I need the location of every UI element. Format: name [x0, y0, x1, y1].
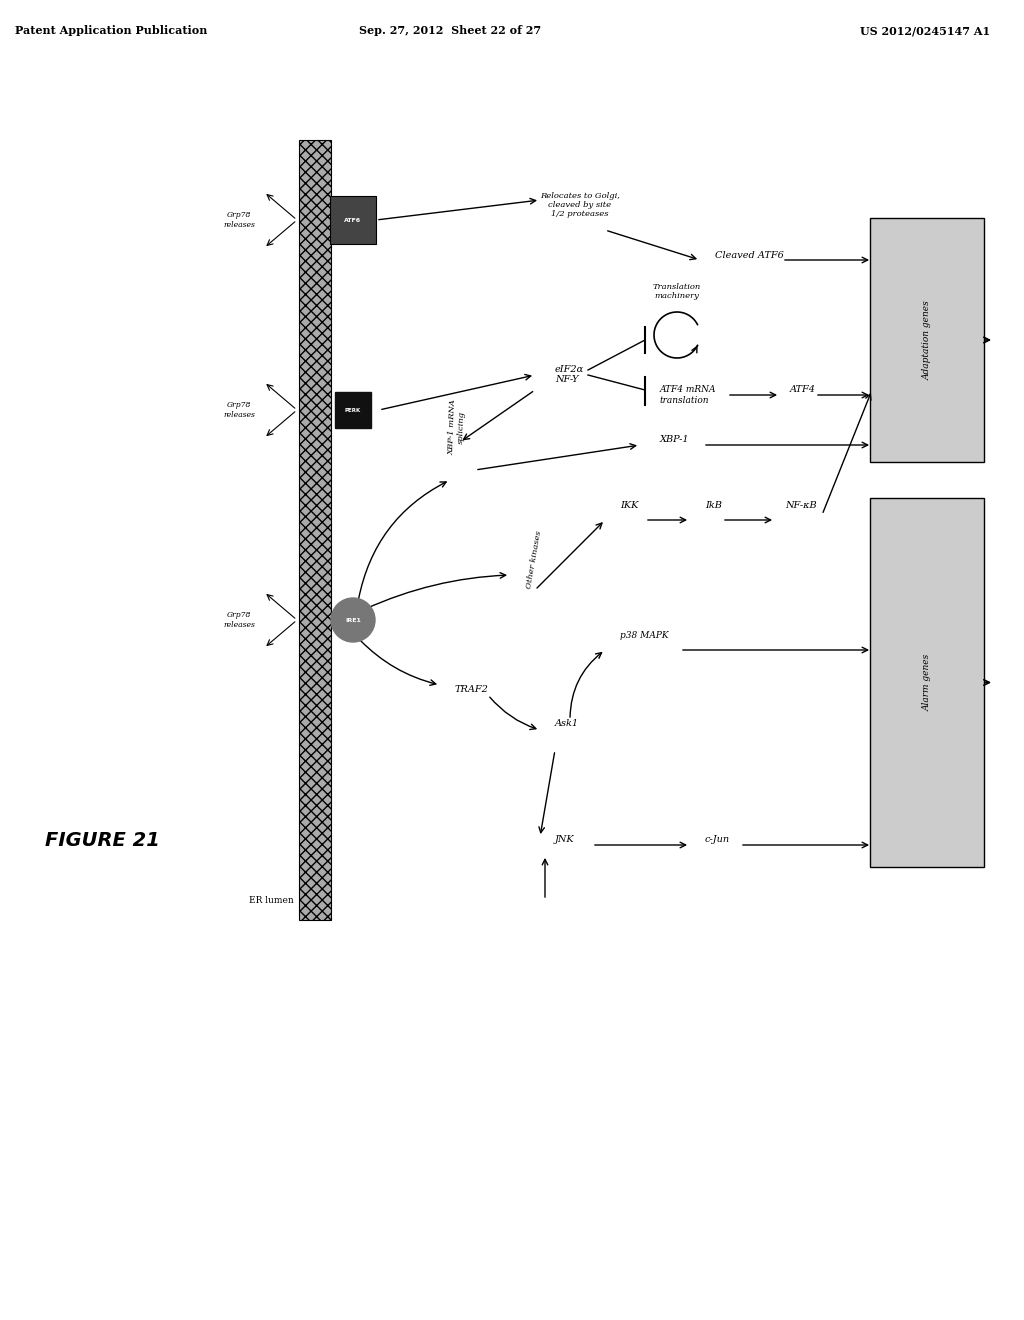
Text: Other kinases: Other kinases	[525, 531, 543, 590]
Text: NF-κB: NF-κB	[785, 502, 816, 510]
Text: Relocates to Golgi,
cleaved by site
1/2 proteases: Relocates to Golgi, cleaved by site 1/2 …	[540, 191, 620, 218]
Text: US 2012/0245147 A1: US 2012/0245147 A1	[860, 25, 990, 36]
FancyBboxPatch shape	[330, 195, 376, 244]
Text: ER lumen: ER lumen	[249, 896, 294, 906]
Text: Grp78
releases: Grp78 releases	[223, 401, 255, 418]
Text: Translation
machinery: Translation machinery	[653, 282, 701, 300]
Text: Adaptation genes: Adaptation genes	[923, 300, 932, 380]
Text: XBP-1: XBP-1	[660, 436, 689, 445]
Text: Cleaved ATF6: Cleaved ATF6	[715, 251, 784, 260]
Text: TRAF2: TRAF2	[455, 685, 488, 694]
Text: Grp78
releases: Grp78 releases	[223, 611, 255, 628]
Text: p38 MAPK: p38 MAPK	[620, 631, 669, 640]
FancyBboxPatch shape	[870, 218, 984, 462]
Text: Grp78
releases: Grp78 releases	[223, 211, 255, 228]
Circle shape	[331, 598, 375, 642]
Text: IRE1: IRE1	[345, 618, 360, 623]
Text: Patent Application Publication: Patent Application Publication	[15, 25, 208, 36]
Text: c-Jun: c-Jun	[705, 836, 730, 845]
Bar	[299, 140, 331, 920]
Text: Ask1: Ask1	[555, 718, 580, 727]
Text: Sep. 27, 2012  Sheet 22 of 27: Sep. 27, 2012 Sheet 22 of 27	[359, 25, 541, 36]
Text: IKK: IKK	[620, 502, 638, 510]
Text: ATF4 mRNA
translation: ATF4 mRNA translation	[660, 385, 717, 405]
Text: JNK: JNK	[555, 836, 574, 845]
Text: IkB: IkB	[705, 502, 722, 510]
Text: ATF4: ATF4	[790, 385, 816, 395]
Text: FIGURE 21: FIGURE 21	[45, 830, 160, 850]
FancyBboxPatch shape	[870, 498, 984, 867]
Text: XBP-1 mRNA
splicing: XBP-1 mRNA splicing	[447, 399, 467, 455]
Text: Alarm genes: Alarm genes	[923, 653, 932, 711]
Text: eIF2α: eIF2α	[555, 366, 585, 375]
Text: NF-Y: NF-Y	[555, 375, 579, 384]
Text: PERK: PERK	[345, 408, 361, 412]
Text: ATF6: ATF6	[344, 218, 361, 223]
